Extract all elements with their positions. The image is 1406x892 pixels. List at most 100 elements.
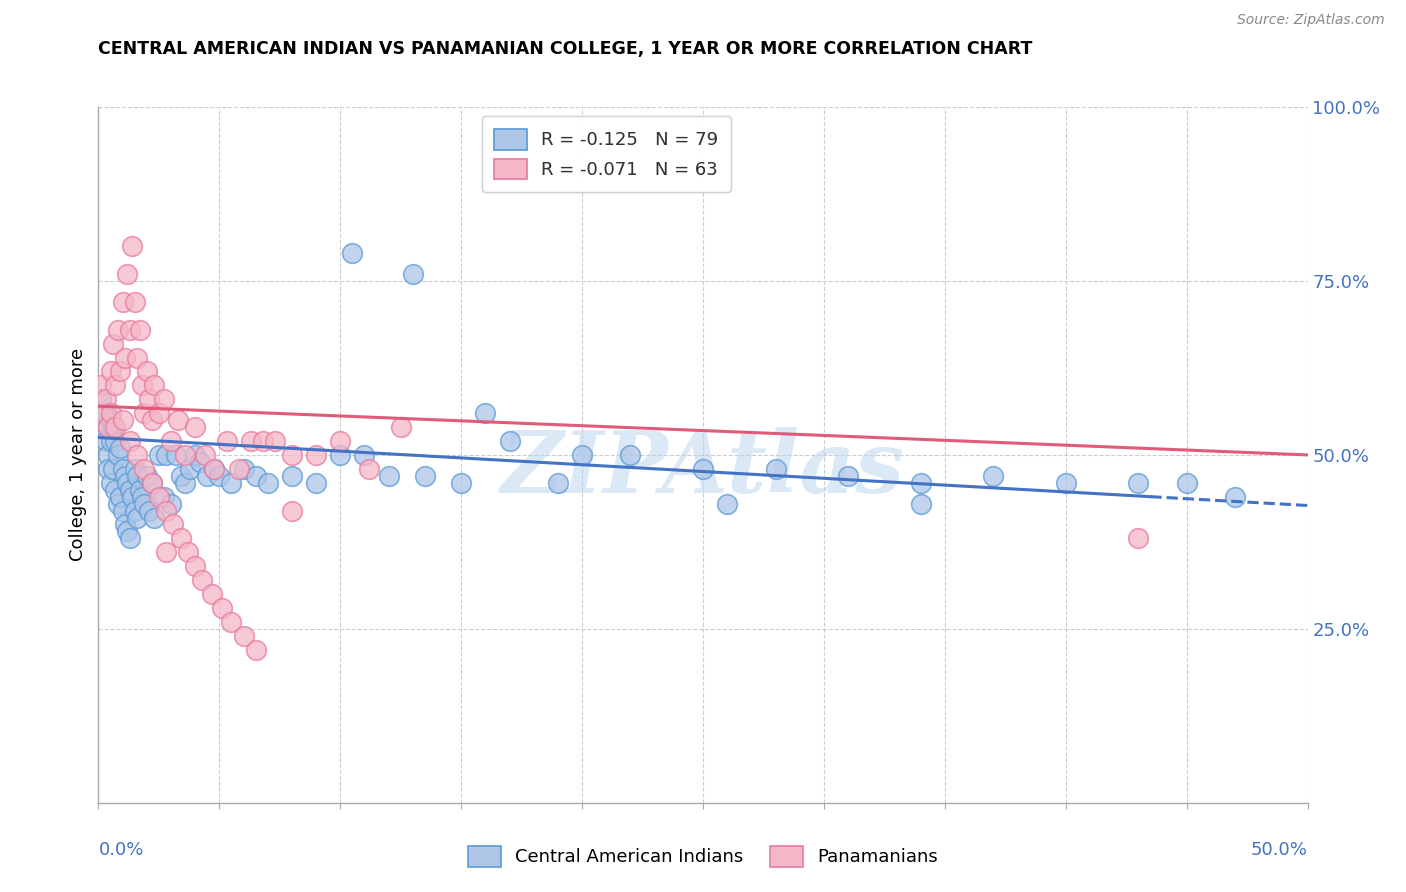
Point — [100, 413, 122, 427]
Text: ZIPAtlas: ZIPAtlas — [501, 427, 905, 510]
Point — [329, 448, 352, 462]
Point — [162, 517, 184, 532]
Point — [160, 434, 183, 448]
Point — [138, 503, 160, 517]
Point — [305, 448, 328, 462]
Point — [160, 497, 183, 511]
Point — [167, 413, 190, 427]
Point — [716, 497, 738, 511]
Point — [174, 448, 197, 462]
Point — [329, 434, 352, 448]
Point — [117, 524, 139, 539]
Point — [127, 510, 149, 524]
Point — [169, 532, 191, 546]
Point — [256, 475, 278, 490]
Point — [353, 448, 375, 462]
Point — [245, 468, 267, 483]
Point — [101, 462, 124, 476]
Point — [94, 434, 117, 448]
Point — [305, 475, 328, 490]
Point — [148, 406, 170, 420]
Point — [127, 468, 149, 483]
Point — [118, 323, 141, 337]
Point — [117, 475, 139, 490]
Point — [108, 364, 131, 378]
Point — [124, 503, 146, 517]
Point — [91, 420, 114, 434]
Point — [94, 392, 117, 407]
Point — [281, 503, 304, 517]
Point — [148, 490, 170, 504]
Point — [174, 475, 197, 490]
Point — [179, 462, 201, 476]
Point — [111, 294, 134, 309]
Point — [100, 475, 122, 490]
Point — [389, 420, 412, 434]
Point — [121, 239, 143, 253]
Point — [111, 462, 134, 476]
Point — [184, 448, 207, 462]
Point — [101, 420, 124, 434]
Point — [239, 434, 262, 448]
Point — [571, 448, 593, 462]
Point — [101, 336, 124, 351]
Point — [547, 475, 569, 490]
Point — [264, 434, 287, 448]
Point — [221, 615, 243, 629]
Point — [100, 406, 122, 420]
Text: 50.0%: 50.0% — [1251, 841, 1308, 859]
Point — [141, 413, 163, 427]
Point — [90, 392, 112, 407]
Point — [837, 468, 859, 483]
Point — [121, 490, 143, 504]
Point — [104, 434, 127, 448]
Point — [124, 462, 146, 476]
Point — [107, 497, 129, 511]
Point — [1175, 475, 1198, 490]
Point — [134, 406, 156, 420]
Point — [184, 420, 207, 434]
Point — [100, 364, 122, 378]
Point — [100, 434, 122, 448]
Point — [359, 462, 381, 476]
Point — [108, 441, 131, 455]
Point — [108, 490, 131, 504]
Point — [97, 462, 120, 476]
Point — [215, 434, 238, 448]
Point — [228, 462, 250, 476]
Point — [124, 294, 146, 309]
Point — [138, 392, 160, 407]
Point — [1054, 475, 1077, 490]
Point — [377, 468, 399, 483]
Legend: Central American Indians, Panamanians: Central American Indians, Panamanians — [461, 838, 945, 874]
Point — [155, 503, 177, 517]
Point — [1128, 532, 1150, 546]
Point — [114, 351, 136, 365]
Point — [152, 490, 174, 504]
Text: 0.0%: 0.0% — [98, 841, 143, 859]
Point — [107, 323, 129, 337]
Point — [1128, 475, 1150, 490]
Point — [111, 413, 134, 427]
Point — [107, 448, 129, 462]
Point — [692, 462, 714, 476]
Point — [765, 462, 787, 476]
Point — [104, 483, 127, 497]
Point — [131, 378, 153, 392]
Point — [114, 517, 136, 532]
Point — [134, 462, 156, 476]
Text: Source: ZipAtlas.com: Source: ZipAtlas.com — [1237, 13, 1385, 28]
Point — [191, 573, 214, 587]
Point — [221, 475, 243, 490]
Point — [155, 448, 177, 462]
Point — [1223, 490, 1246, 504]
Point — [165, 448, 187, 462]
Point — [97, 448, 120, 462]
Point — [402, 267, 425, 281]
Point — [104, 378, 127, 392]
Point — [141, 475, 163, 490]
Point — [94, 406, 117, 420]
Point — [143, 378, 166, 392]
Point — [128, 323, 150, 337]
Point — [169, 468, 191, 483]
